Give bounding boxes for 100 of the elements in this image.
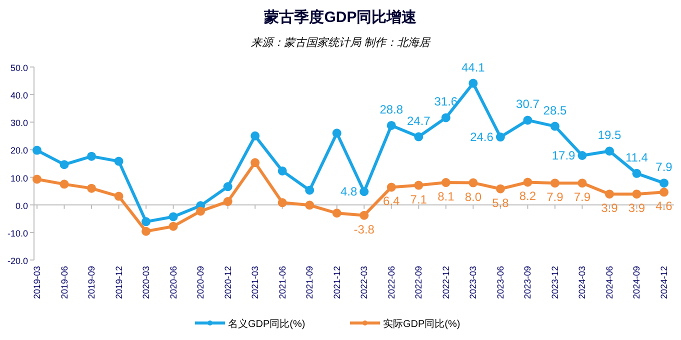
data-label: 8.1 xyxy=(438,190,455,204)
point xyxy=(278,198,287,208)
data-label: 8.2 xyxy=(519,189,536,204)
x-tick-label: 2024-03 xyxy=(577,266,588,300)
point xyxy=(87,184,96,193)
y-tick-label: -10.0 xyxy=(7,228,28,238)
point xyxy=(578,151,587,160)
legend-label: 实际GDP同比(%) xyxy=(383,318,460,330)
point xyxy=(360,210,369,220)
point xyxy=(386,182,396,192)
point xyxy=(414,132,424,142)
point xyxy=(660,188,668,197)
data-label: 7.9 xyxy=(656,160,673,174)
x-tick-label: 2020-03 xyxy=(141,266,152,300)
point xyxy=(441,178,450,188)
point xyxy=(468,178,478,188)
x-tick-label: 2022-12 xyxy=(440,266,451,300)
x-tick-label: 2019-12 xyxy=(114,266,124,300)
data-label: 7.9 xyxy=(574,190,591,204)
point xyxy=(223,197,232,206)
point xyxy=(523,116,532,125)
point xyxy=(414,180,424,190)
point xyxy=(550,122,560,131)
point xyxy=(278,166,287,176)
point xyxy=(604,190,614,199)
point xyxy=(114,156,124,166)
point xyxy=(223,182,232,192)
y-tick-label: 40.0 xyxy=(10,90,28,101)
x-tick-label: 2024-06 xyxy=(604,266,614,300)
data-label: 8.0 xyxy=(464,190,482,204)
x-tick-label: 2019-06 xyxy=(59,266,70,300)
point xyxy=(632,168,642,178)
point xyxy=(496,184,505,194)
data-label: 4.6 xyxy=(656,199,673,214)
x-tick-label: 2021-03 xyxy=(250,266,260,300)
point xyxy=(604,146,614,156)
point xyxy=(87,152,96,161)
data-label: 19.5 xyxy=(598,128,622,142)
legend-label: 名义GDP同比(%) xyxy=(228,318,306,330)
point xyxy=(332,128,342,138)
chart-title: 蒙古季度GDP同比增速 xyxy=(263,8,418,26)
data-label: 3.9 xyxy=(628,201,646,216)
data-label: 44.1 xyxy=(461,60,486,74)
data-label: 7.1 xyxy=(410,192,428,206)
point xyxy=(523,178,532,187)
point xyxy=(332,208,342,218)
point xyxy=(386,120,396,130)
x-tick-label: 2024-09 xyxy=(632,266,642,300)
y-tick-label: -20.0 xyxy=(7,256,28,266)
point xyxy=(305,200,314,210)
point xyxy=(142,217,151,226)
data-label: 24.7 xyxy=(406,114,431,128)
point xyxy=(496,132,505,142)
point xyxy=(60,180,69,189)
data-label: 30.7 xyxy=(516,97,540,112)
y-tick-label: 0.0 xyxy=(15,200,28,211)
x-tick-label: 2023-03 xyxy=(468,266,478,300)
point xyxy=(305,186,314,195)
data-label: 28.5 xyxy=(543,103,567,118)
x-tick-label: 2020-09 xyxy=(196,266,206,300)
x-tick-label: 2019-09 xyxy=(86,266,97,300)
data-label: 5.8 xyxy=(492,196,510,210)
point xyxy=(550,178,560,188)
y-tick-label: 50.0 xyxy=(10,63,28,73)
data-label: 3.9 xyxy=(601,201,618,216)
point xyxy=(114,192,124,201)
point xyxy=(468,78,478,88)
data-label: 24.6 xyxy=(470,130,494,144)
data-label: 4.8 xyxy=(340,184,358,199)
point xyxy=(441,113,450,122)
point xyxy=(32,174,42,184)
chart-subtitle: 来源：蒙古国家统计局 制作：北海居 xyxy=(250,36,432,49)
point xyxy=(60,160,69,170)
x-tick-label: 2021-12 xyxy=(332,266,342,300)
x-tick-label: 2022-03 xyxy=(359,266,370,300)
x-tick-label: 2020-12 xyxy=(222,266,233,300)
x-tick-label: 2019-03 xyxy=(32,266,42,300)
point xyxy=(250,131,260,140)
x-tick-label: 2023-09 xyxy=(522,266,533,300)
data-label: 17.9 xyxy=(552,148,576,163)
x-tick-label: 2023-12 xyxy=(550,266,560,300)
point xyxy=(660,178,668,188)
point xyxy=(168,212,178,222)
point xyxy=(250,158,260,168)
y-tick-label: 30.0 xyxy=(10,118,28,128)
point xyxy=(632,190,642,199)
point xyxy=(142,226,151,236)
x-tick-label: 2021-09 xyxy=(304,266,315,300)
point xyxy=(168,222,178,231)
x-tick-label: 2020-06 xyxy=(168,266,178,300)
x-tick-label: 2022-09 xyxy=(414,266,424,300)
data-label: 6.4 xyxy=(383,194,400,208)
data-label: 7.9 xyxy=(546,190,564,204)
x-tick-label: 2023-06 xyxy=(495,266,506,300)
y-tick-label: 10.0 xyxy=(10,173,28,184)
x-tick-label: 2022-06 xyxy=(386,266,396,300)
data-label: 11.4 xyxy=(626,150,648,164)
point xyxy=(360,187,369,196)
point xyxy=(196,206,206,216)
x-tick-label: 2021-06 xyxy=(277,266,288,300)
